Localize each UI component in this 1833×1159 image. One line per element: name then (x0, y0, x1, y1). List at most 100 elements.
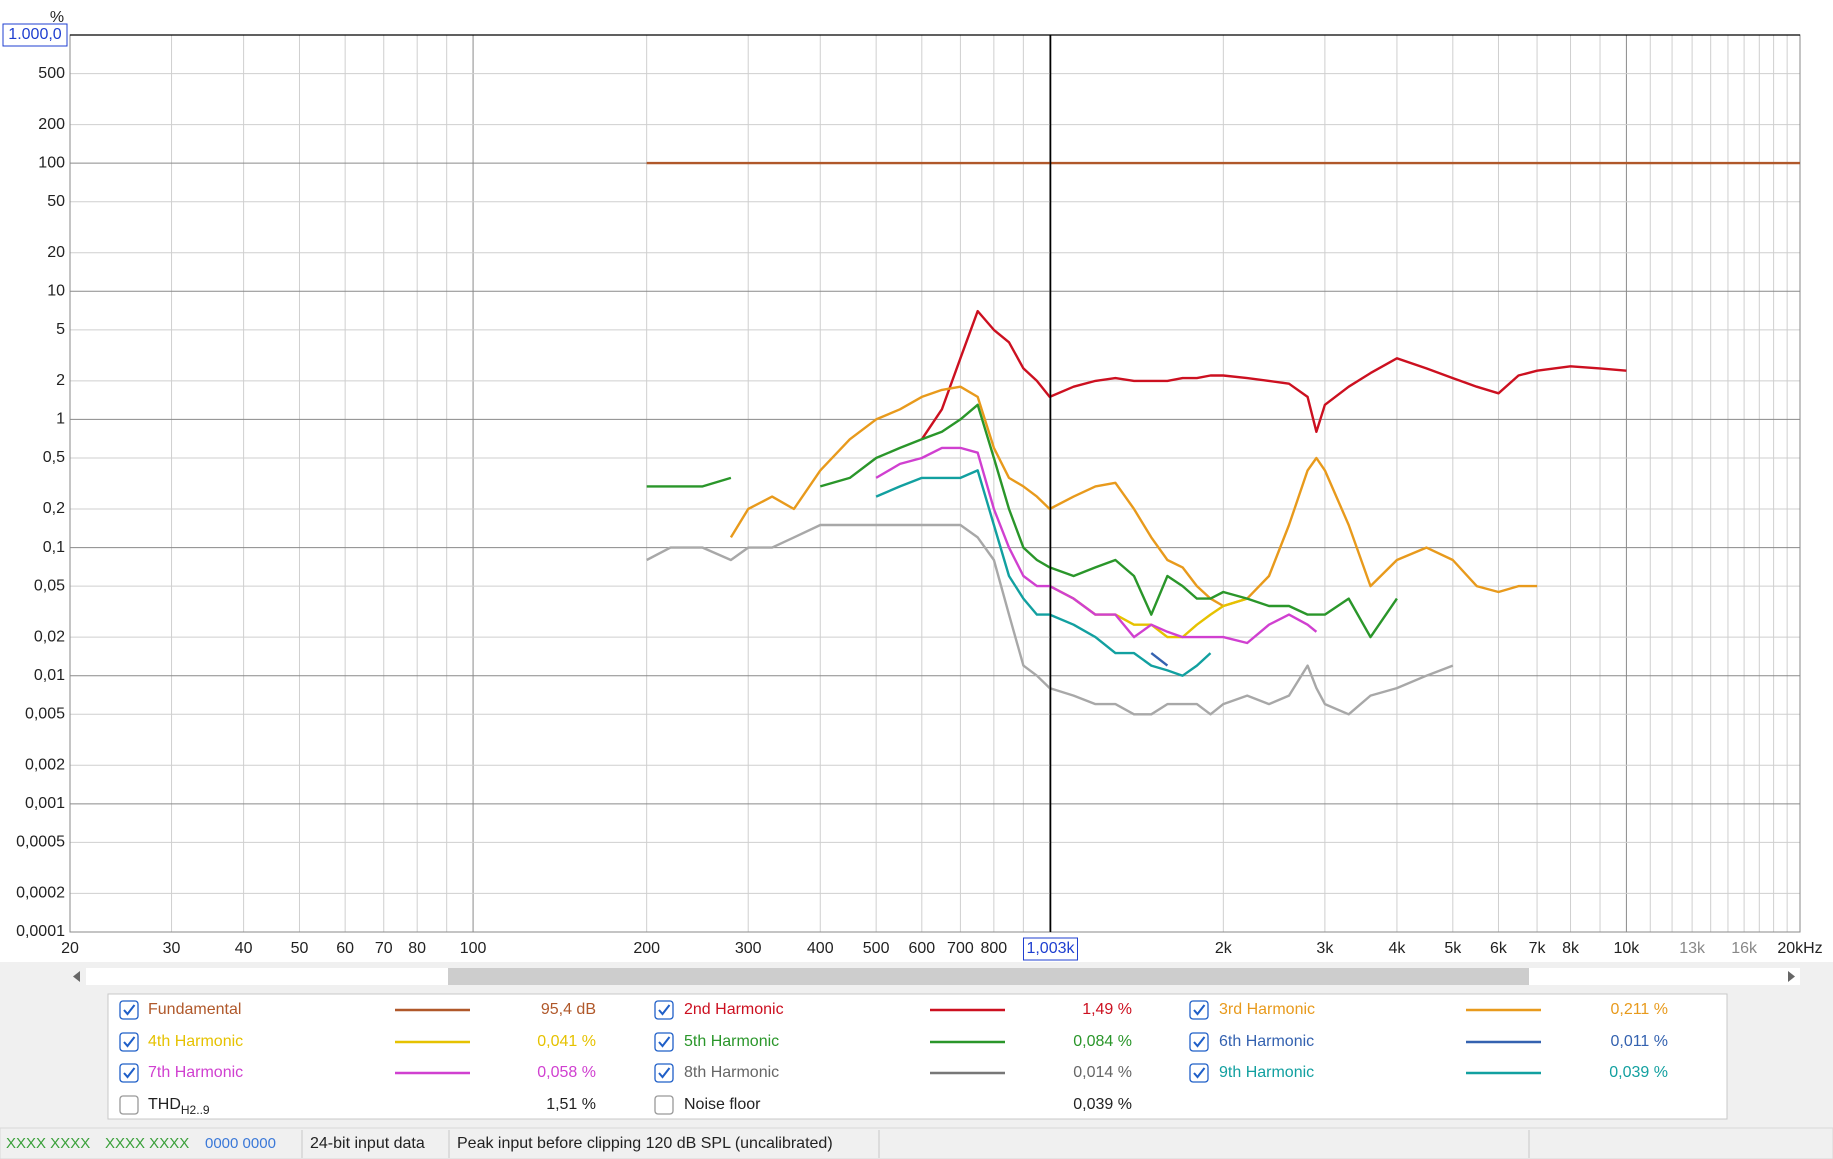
status-indicator: 0000 0000 (205, 1135, 276, 1152)
x-tick-label: 200 (633, 940, 660, 957)
series-line (729, 385, 1538, 608)
checkbox[interactable] (1189, 1000, 1209, 1020)
y-tick-label: 20 (47, 244, 65, 261)
legend-name: 3rd Harmonic (1219, 1001, 1315, 1018)
legend-reading: 0,084 % (1073, 1033, 1132, 1050)
y-tick-label: 50 (47, 193, 65, 210)
scrollbar-thumb[interactable] (448, 968, 1529, 985)
legend-name: 4th Harmonic (148, 1033, 243, 1050)
checkbox-box (119, 1032, 139, 1052)
legend-name: Fundamental (148, 1001, 241, 1018)
legend-name: 8th Harmonic (684, 1064, 779, 1081)
checkbox-check (658, 1036, 671, 1048)
legend-name: 5th Harmonic (684, 1033, 779, 1050)
plot-area (70, 35, 1800, 932)
series-line (646, 403, 1398, 639)
checkbox[interactable] (119, 1032, 139, 1052)
legend-reading: 95,4 dB (541, 1001, 596, 1018)
x-tick-label: 3k (1316, 940, 1334, 957)
checkbox-box (119, 1095, 139, 1115)
checkbox-box (119, 1063, 139, 1083)
checkbox[interactable] (119, 1063, 139, 1083)
status-indicator: XXXX XXXX (105, 1135, 189, 1152)
status-item: Peak input before clipping 120 dB SPL (u… (457, 1135, 833, 1152)
y-tick-label: 5 (56, 321, 65, 338)
legend-name-main: THD (148, 1096, 181, 1113)
cursor-x-label: 1,003k (1026, 940, 1075, 957)
x-tick-label: 50 (291, 940, 309, 957)
legend-reading: 0,041 % (537, 1033, 596, 1050)
y-tick-label: 1 (56, 411, 65, 428)
checkbox-check (123, 1036, 136, 1048)
x-tick-label: 700 (947, 940, 974, 957)
x-tick-label: 2k (1215, 940, 1233, 957)
checkbox-box (1189, 1000, 1209, 1020)
x-tick-label: 300 (735, 940, 762, 957)
x-tick-label: 600 (908, 940, 935, 957)
legend-name: 9th Harmonic (1219, 1064, 1314, 1081)
x-tick-label: 8k (1562, 940, 1580, 957)
checkbox-check (1193, 1004, 1206, 1016)
checkbox-check (1193, 1036, 1206, 1048)
legend-reading: 0,211 % (1610, 1001, 1668, 1018)
checkbox[interactable] (654, 1095, 674, 1115)
checkbox-box (1189, 1063, 1209, 1083)
series-line (646, 523, 1454, 716)
x-tick-label: 4k (1388, 940, 1406, 957)
y-tick-label: 0,0005 (16, 834, 65, 851)
x-tick-label: 800 (981, 940, 1008, 957)
legend-reading: 0,058 % (537, 1064, 596, 1081)
series-line (875, 446, 1318, 645)
legend-name-main: Noise floor (684, 1096, 761, 1113)
checkbox[interactable] (654, 1063, 674, 1083)
x-tick-label: 7k (1529, 940, 1547, 957)
y-tick-label: 2 (56, 372, 65, 389)
series-line (875, 469, 1212, 677)
legend-name-sub: H2..9 (181, 1103, 210, 1117)
status-item: 24-bit input data (310, 1135, 425, 1152)
x-tick-label: 40 (235, 940, 253, 957)
y-tick-label: 0,0002 (16, 885, 65, 902)
y-tick-label: 0,01 (34, 667, 65, 684)
y-tick-label: 0,02 (34, 628, 65, 645)
checkbox-check (658, 1004, 671, 1016)
x-tick-label: 13k (1679, 940, 1706, 957)
x-tick-label: 60 (336, 940, 354, 957)
series-line (1150, 652, 1169, 667)
y-tick-label: 0,1 (43, 539, 65, 556)
legend-reading: 0,014 % (1073, 1064, 1132, 1081)
legend-panel (107, 993, 1728, 1120)
y-tick-label: 0,001 (25, 795, 65, 812)
y-tick-label: 0,0001 (16, 923, 65, 940)
x-tick-label: 100 (460, 940, 487, 957)
checkbox[interactable] (1189, 1032, 1209, 1052)
scroll-right[interactable] (1788, 971, 1795, 982)
cursor-x-box (1022, 937, 1078, 961)
checkbox[interactable] (119, 1095, 139, 1115)
checkbox[interactable] (654, 1000, 674, 1020)
x-tick-label: 5k (1444, 940, 1462, 957)
legend-name: 2nd Harmonic (684, 1001, 784, 1018)
legend-reading: 1,49 % (1082, 1001, 1132, 1018)
x-tick-label: 10k (1614, 940, 1641, 957)
x-tick-label: 500 (863, 940, 890, 957)
checkbox-check (1193, 1067, 1206, 1079)
legend-name: Noise floor (684, 1096, 761, 1113)
checkbox-check (123, 1067, 136, 1079)
checkbox-box (119, 1000, 139, 1020)
legend-reading: 0,011 % (1610, 1033, 1668, 1050)
checkbox[interactable] (654, 1032, 674, 1052)
checkbox[interactable] (119, 1000, 139, 1020)
y-tick-label: 0,002 (25, 757, 65, 774)
x-tick-label: 30 (163, 940, 181, 957)
legend-reading: 0,039 % (1073, 1096, 1132, 1113)
legend-reading: 1,51 % (546, 1096, 596, 1113)
x-tick-label: 80 (408, 940, 426, 957)
y-tick-label: 200 (38, 116, 65, 133)
y-tick-label: 100 (38, 154, 65, 171)
scroll-left[interactable] (73, 971, 80, 982)
x-tick-label: 6k (1490, 940, 1508, 957)
checkbox[interactable] (1189, 1063, 1209, 1083)
status-bar (0, 1127, 1833, 1159)
legend-reading: 0,039 % (1609, 1064, 1668, 1081)
